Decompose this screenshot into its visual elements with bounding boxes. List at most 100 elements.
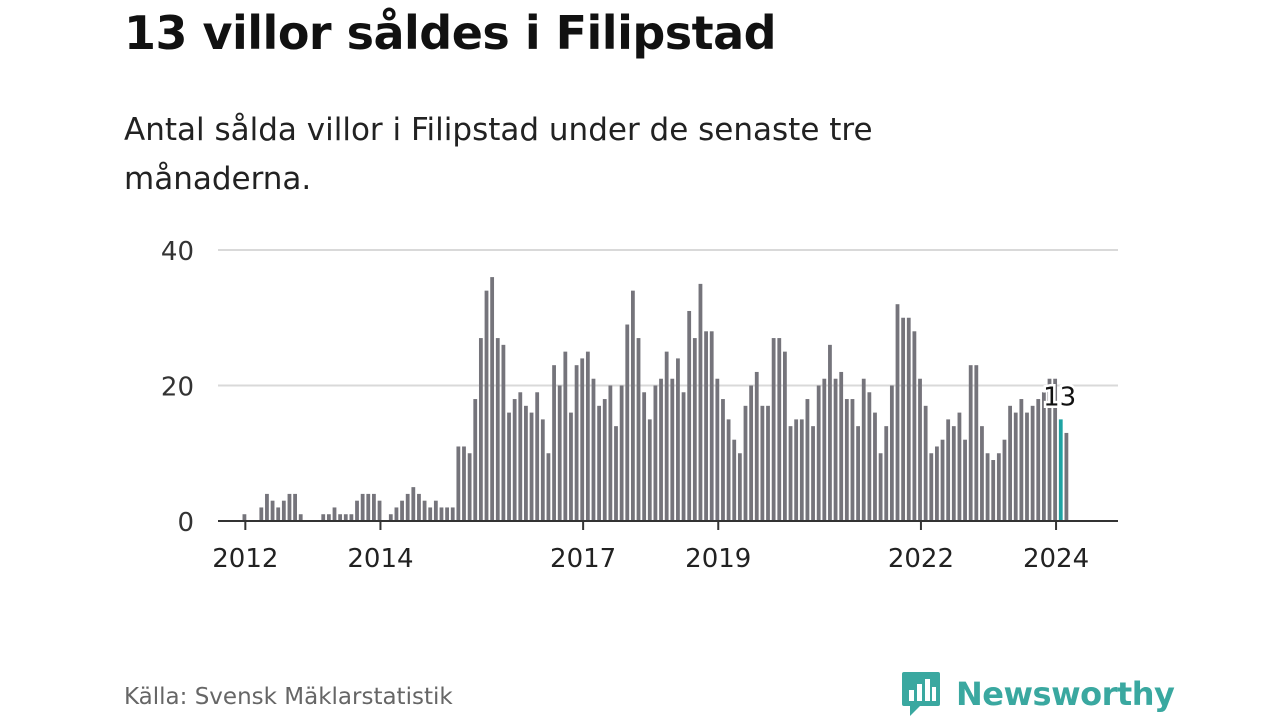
highlight-data-label: 13 <box>1043 382 1076 412</box>
bar <box>822 378 827 521</box>
bar-chart: 0 20 40 2012 2014 2017 2019 2022 2024 13 <box>161 237 1118 574</box>
bar <box>602 399 607 521</box>
bar <box>653 385 658 521</box>
bar <box>259 507 264 521</box>
bar <box>524 405 528 521</box>
bar <box>338 514 343 521</box>
bar <box>985 453 990 521</box>
bar <box>405 493 410 521</box>
labels: 0 20 40 2012 2014 2017 2019 2022 2024 13 <box>161 237 1089 574</box>
bar <box>1002 439 1007 521</box>
highlight-bar <box>1058 419 1063 522</box>
bar <box>906 317 911 521</box>
bar <box>721 399 725 521</box>
bar <box>608 385 613 521</box>
bar <box>298 514 303 521</box>
bar <box>963 439 967 521</box>
bar <box>1019 399 1024 521</box>
bar <box>433 500 438 521</box>
bar <box>591 378 596 521</box>
bar <box>630 290 635 521</box>
bar <box>974 365 979 521</box>
bar <box>349 514 354 521</box>
bar <box>788 426 793 521</box>
bar <box>478 338 483 521</box>
bar <box>1047 378 1052 521</box>
bar <box>996 453 1001 521</box>
bar <box>625 324 630 521</box>
bar <box>1030 405 1035 521</box>
bar <box>1053 378 1058 521</box>
bar <box>411 487 416 522</box>
bar <box>360 493 365 521</box>
bar <box>585 351 590 522</box>
bar <box>664 351 669 522</box>
bar <box>884 426 889 521</box>
bar <box>242 514 247 521</box>
bar <box>270 500 275 521</box>
bar <box>968 365 973 521</box>
bar <box>1013 412 1018 521</box>
bar <box>991 460 996 521</box>
bar <box>563 351 568 522</box>
bar <box>918 378 922 521</box>
bar <box>580 358 585 521</box>
x-tick-label: 2019 <box>685 544 751 574</box>
bar <box>670 378 675 521</box>
bar <box>462 446 466 521</box>
bar <box>940 439 945 521</box>
newsworthy-logo-icon <box>902 672 940 716</box>
bar <box>518 392 523 521</box>
x-tick-label: 2017 <box>550 544 616 574</box>
bar <box>484 290 489 521</box>
bar <box>1036 399 1041 521</box>
bar <box>501 344 506 521</box>
bar <box>692 338 697 521</box>
bar <box>737 453 742 521</box>
bar <box>540 419 545 522</box>
bar <box>552 365 556 521</box>
bar <box>743 405 748 521</box>
bar <box>529 412 534 521</box>
y-tick-label: 40 <box>161 237 194 267</box>
y-tick-label: 20 <box>161 373 194 403</box>
bar <box>439 507 444 521</box>
bar <box>417 493 421 521</box>
bar <box>923 405 928 521</box>
bar <box>619 385 624 521</box>
bar <box>929 453 934 521</box>
x-tick-label: 2024 <box>1023 544 1089 574</box>
y-tick-label: 0 <box>177 508 194 538</box>
bar <box>372 493 376 521</box>
bar <box>805 399 810 521</box>
bar <box>777 338 782 521</box>
bar <box>816 385 821 521</box>
bar <box>293 493 297 521</box>
bar <box>833 378 838 521</box>
bar <box>676 358 680 521</box>
bar <box>400 500 404 521</box>
bar <box>856 426 860 521</box>
bar <box>265 493 269 521</box>
bar <box>535 392 540 521</box>
bar <box>726 419 731 522</box>
bar <box>935 446 939 521</box>
bar <box>760 405 765 521</box>
bar <box>490 277 495 521</box>
bar <box>450 507 455 521</box>
newsworthy-brand[interactable]: Newsworthy <box>900 670 1175 718</box>
bar <box>388 514 393 521</box>
bar <box>901 317 906 521</box>
bar <box>980 426 984 521</box>
bar <box>647 419 652 522</box>
bar <box>873 412 877 521</box>
bar <box>878 453 883 521</box>
bar <box>1025 412 1029 521</box>
bar <box>794 419 799 522</box>
bar <box>811 426 815 521</box>
bar <box>507 412 511 521</box>
bar <box>754 371 759 521</box>
bar <box>951 426 956 521</box>
bar <box>912 331 917 521</box>
bar <box>281 500 286 521</box>
